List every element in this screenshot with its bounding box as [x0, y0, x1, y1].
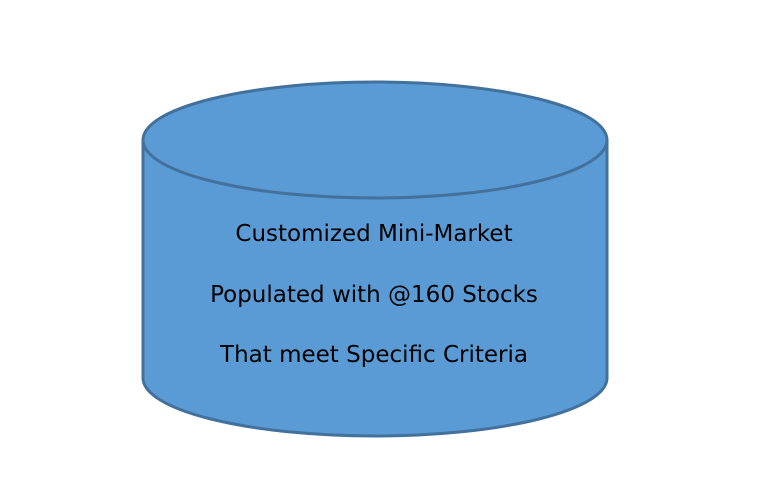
- cylinder-label-line-3: That meet Specific Criteria: [219, 342, 528, 368]
- cylinder-label-line-2: Populated with @160 Stocks: [210, 282, 538, 308]
- cylinder-label-line-1: Customized Mini-Market: [235, 221, 512, 247]
- cylinder-top: [141, 80, 609, 200]
- cylinder-body: [141, 138, 609, 438]
